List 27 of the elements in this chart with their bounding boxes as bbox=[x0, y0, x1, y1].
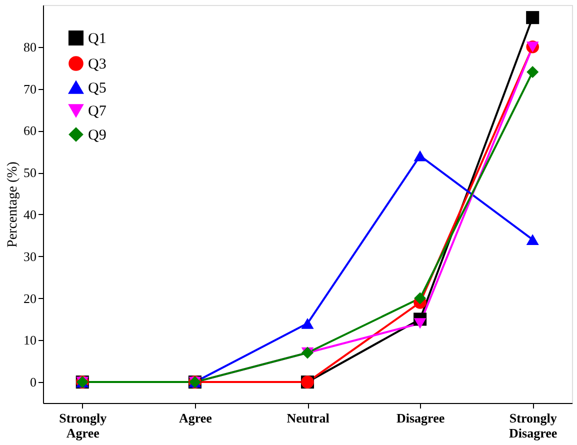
y-tick-label: 80 bbox=[24, 39, 36, 54]
point bbox=[526, 11, 540, 24]
y-tick-label: 0 bbox=[30, 374, 36, 390]
y-tick-label: 70 bbox=[24, 81, 36, 96]
y-tick-label: 40 bbox=[24, 206, 36, 222]
x-tick-label: Strongly Agree bbox=[59, 410, 108, 440]
x-tick-label: Agree bbox=[178, 410, 212, 426]
point bbox=[301, 318, 314, 329]
legend-label: Q1 bbox=[88, 31, 106, 47]
y-tick-label: 50 bbox=[24, 165, 36, 180]
legend-label: Q7 bbox=[88, 104, 107, 120]
y-tick-label: 60 bbox=[24, 123, 36, 138]
y-tick-label: 20 bbox=[24, 290, 36, 306]
x-tick-label: Strongly Disagree bbox=[509, 410, 558, 440]
point bbox=[414, 292, 426, 304]
point bbox=[414, 318, 426, 329]
x-tick-label: Neutral bbox=[286, 410, 330, 426]
y-tick-label: 30 bbox=[24, 248, 36, 264]
y-axis-title: Percentage (%) bbox=[6, 161, 20, 248]
y-tick-label: 10 bbox=[24, 332, 36, 348]
legend-label: Q5 bbox=[88, 80, 106, 96]
legend-label: Q3 bbox=[88, 56, 106, 72]
point bbox=[526, 66, 539, 78]
x-tick-label: Disagree bbox=[396, 410, 445, 426]
legend-label: Q9 bbox=[88, 128, 106, 144]
point bbox=[526, 234, 539, 246]
point bbox=[414, 150, 426, 162]
